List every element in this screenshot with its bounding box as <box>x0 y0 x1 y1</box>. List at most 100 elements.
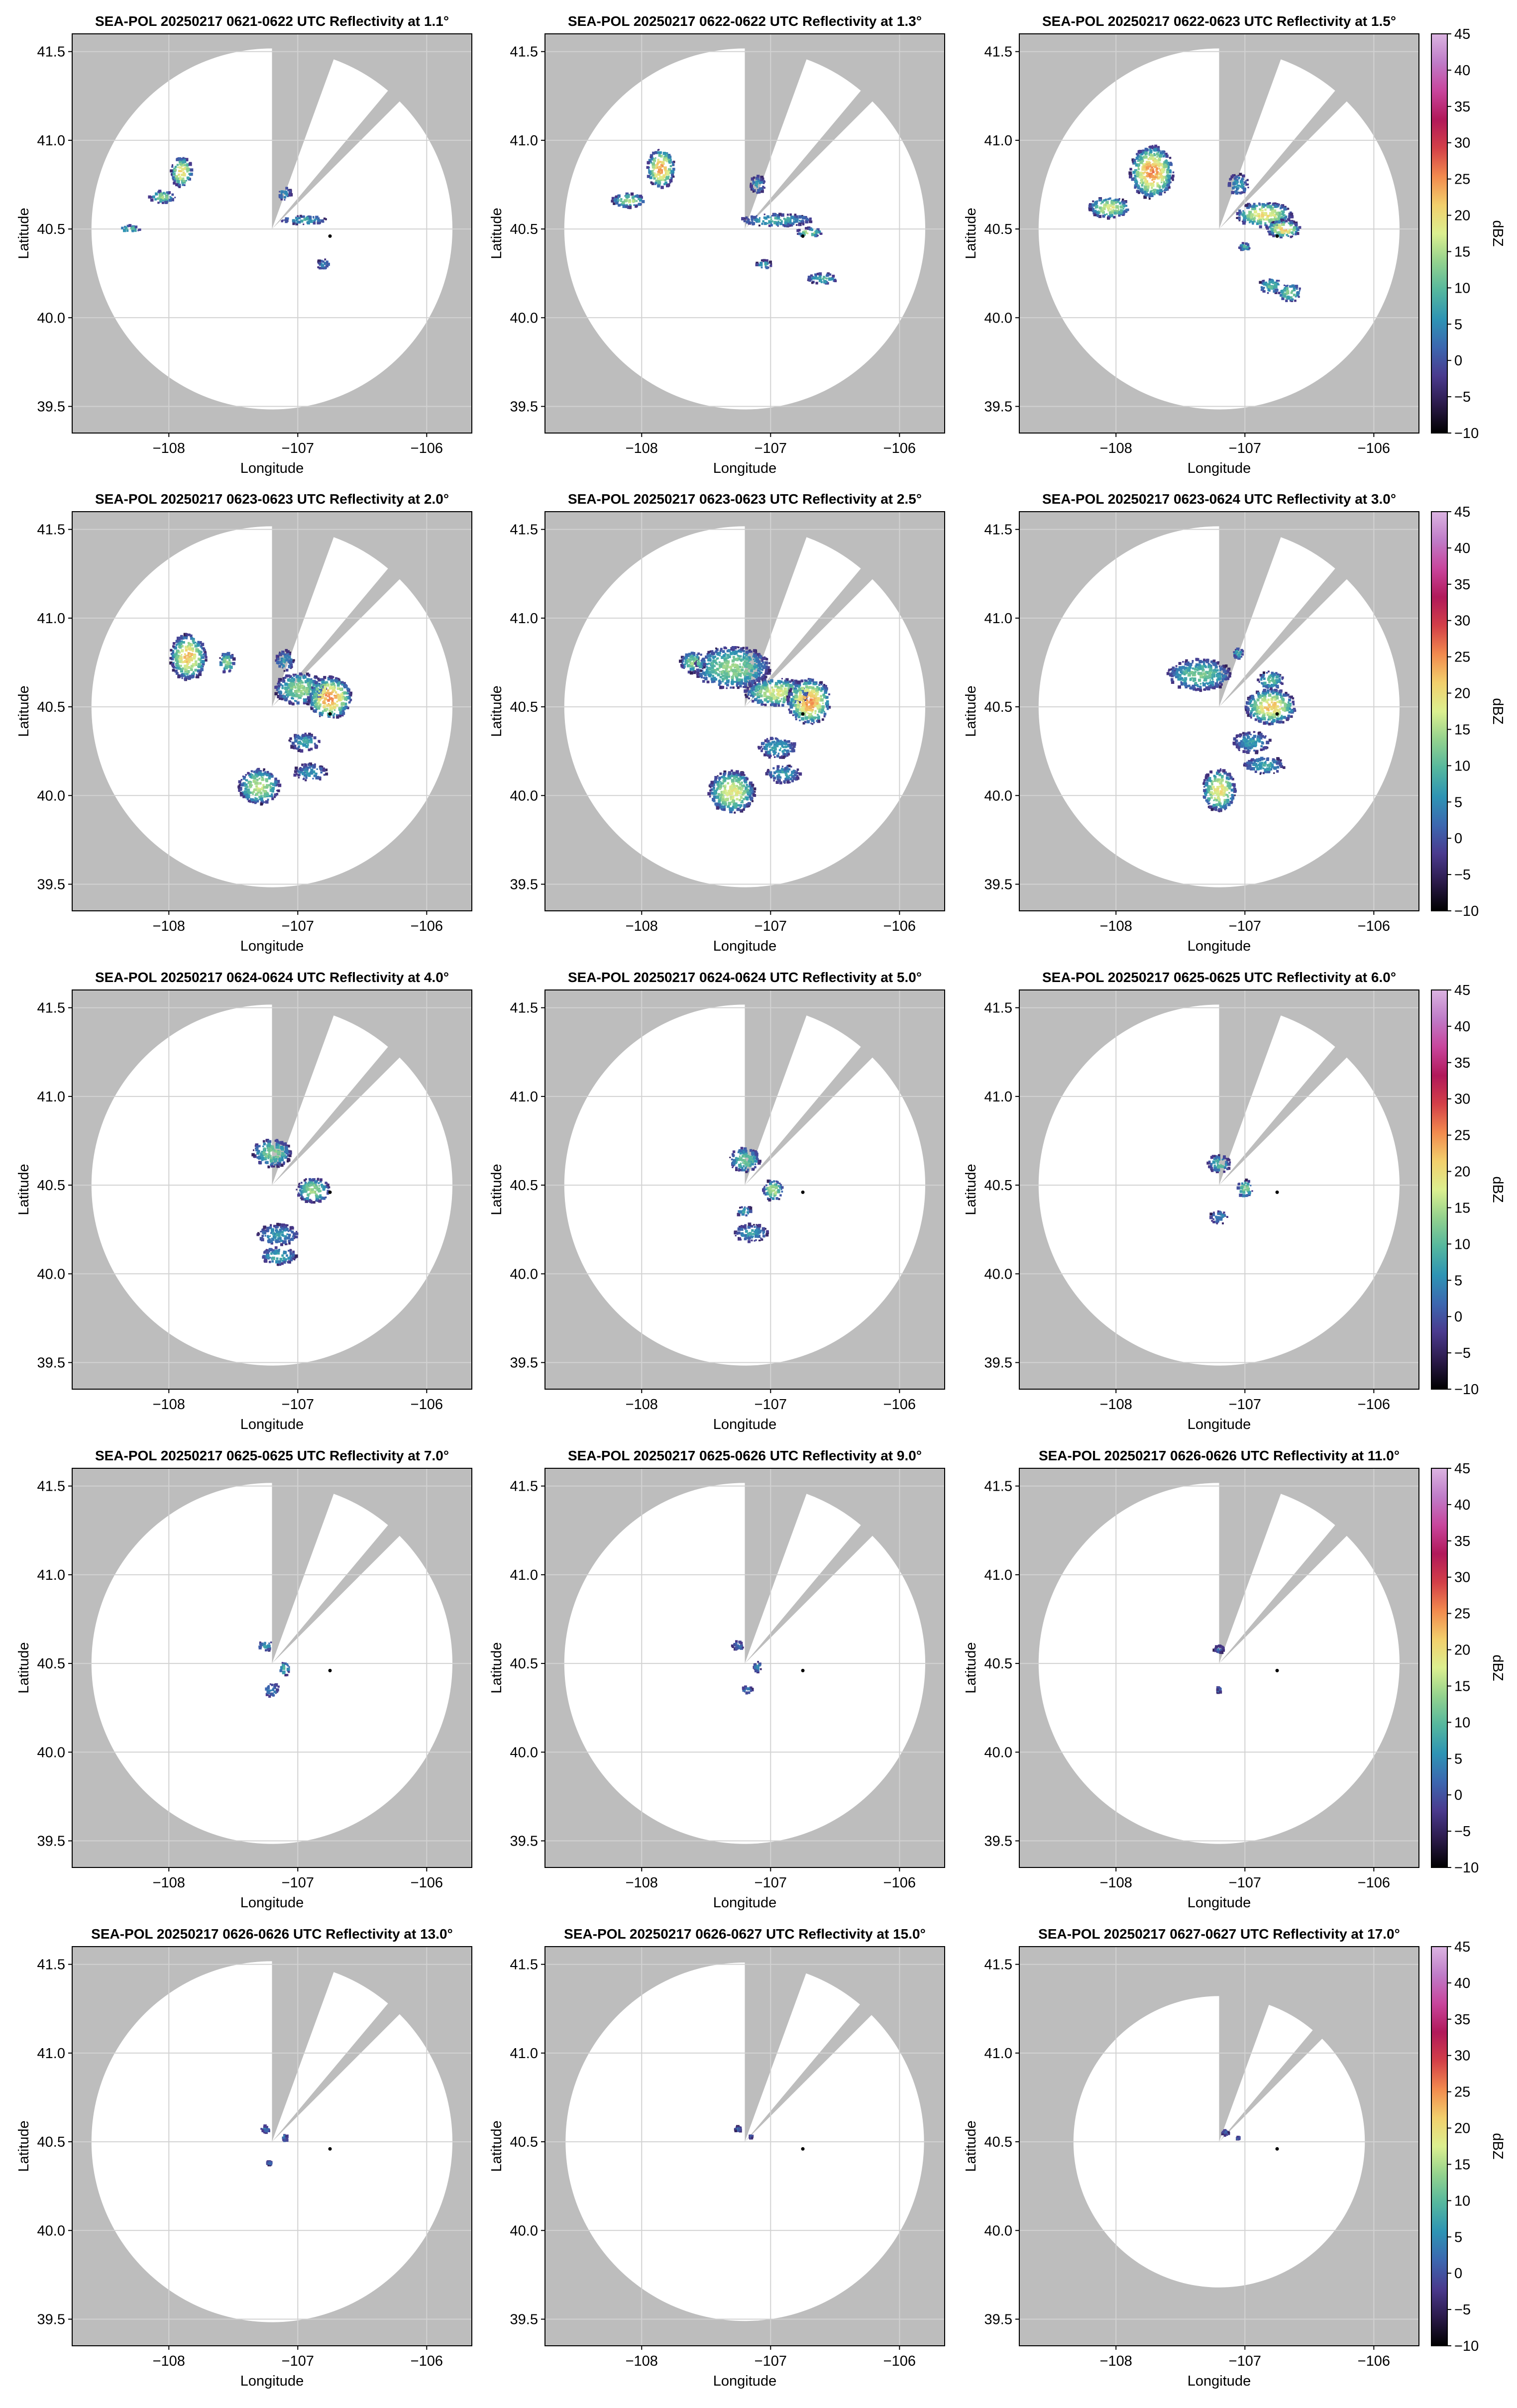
echo-cell <box>816 697 820 701</box>
echo-cell <box>1266 226 1269 230</box>
echo-cell <box>325 218 327 220</box>
echo-cell <box>820 711 823 714</box>
echo-cell <box>707 792 711 796</box>
echo-cell <box>313 709 317 713</box>
echo-cell <box>785 766 789 769</box>
echo-cell <box>1270 218 1272 220</box>
echo-cell <box>1288 222 1290 224</box>
echo-cell <box>690 661 692 663</box>
echo-cell <box>1259 225 1262 228</box>
echo-cell <box>741 800 744 802</box>
echo-cell <box>262 770 264 772</box>
echo-cell <box>323 266 326 270</box>
echo-cell <box>753 673 757 677</box>
echo-cell <box>249 791 252 794</box>
echo-cell <box>300 737 302 739</box>
echo-cell <box>747 693 750 696</box>
echo-cell <box>751 188 753 191</box>
echo-cell <box>185 649 188 652</box>
echo-cell <box>302 685 305 689</box>
echo-cell <box>685 660 688 663</box>
echo-cell <box>312 679 316 683</box>
echo-cell <box>709 672 711 674</box>
echo-cell <box>172 642 176 645</box>
echo-cell <box>282 677 285 679</box>
echo-cell <box>816 687 818 690</box>
echo-cell <box>788 689 792 693</box>
echo-cell <box>247 771 250 775</box>
echo-cell <box>792 691 794 693</box>
echo-cell <box>734 772 738 776</box>
echo-cell <box>666 160 668 163</box>
echo-cell <box>306 672 309 676</box>
echo-cell <box>1122 204 1125 208</box>
echo-cell <box>310 706 313 709</box>
echo-cell <box>1283 294 1286 298</box>
echo-cell <box>321 766 324 768</box>
y-tick-label: 40.0 <box>37 310 65 326</box>
echo-cell <box>795 718 797 721</box>
echo-cell <box>793 700 796 703</box>
echo-cell <box>341 683 343 686</box>
echo-cell <box>758 653 760 656</box>
echo-cell <box>758 685 761 688</box>
echo-cell <box>185 166 188 168</box>
echo-cell <box>269 795 272 797</box>
echo-cell <box>774 699 778 702</box>
echo-cell <box>656 162 659 165</box>
echo-cell <box>328 675 331 678</box>
echo-cell <box>742 659 745 661</box>
echo-cell <box>190 172 192 175</box>
echo-cell <box>734 785 737 787</box>
echo-cell <box>338 707 340 709</box>
echo-cell <box>765 685 768 689</box>
echo-cell <box>1258 215 1261 218</box>
echo-cell <box>768 220 772 224</box>
echo-cell <box>1284 232 1286 234</box>
echo-cell <box>1279 235 1283 238</box>
echo-cell <box>305 690 309 693</box>
echo-cell <box>798 699 800 701</box>
echo-cell <box>758 217 760 219</box>
echo-cell <box>763 222 767 225</box>
echo-cell <box>1287 296 1291 300</box>
echo-cell <box>329 692 332 695</box>
echo-cell <box>1297 291 1300 295</box>
echo-cell <box>268 775 271 778</box>
echo-cell <box>762 665 766 669</box>
echo-cell <box>717 654 720 656</box>
echo-cell <box>178 180 180 182</box>
echo-cell <box>1242 187 1245 190</box>
echo-cell <box>732 686 735 689</box>
echo-cell <box>805 220 809 223</box>
echo-cell <box>652 174 656 178</box>
echo-cell <box>184 167 186 170</box>
echo-cell <box>763 216 766 219</box>
echo-cell <box>723 657 727 661</box>
echo-cell <box>339 707 341 709</box>
echo-cell <box>314 711 316 713</box>
echo-cell <box>765 748 768 751</box>
echo-cell <box>667 159 670 161</box>
echo-cell <box>756 191 758 194</box>
echo-cell <box>131 226 135 230</box>
echo-cell <box>760 181 763 184</box>
echo-cell <box>750 184 753 188</box>
echo-cell <box>282 652 285 655</box>
echo-cell <box>278 690 282 694</box>
echo-cell <box>1129 174 1133 177</box>
echo-cell <box>807 720 810 723</box>
echo-cell <box>331 679 334 682</box>
echo-cell <box>737 654 739 656</box>
echo-cell <box>189 654 191 657</box>
echo-cell <box>1148 198 1151 200</box>
echo-cell <box>763 682 766 686</box>
echo-cell <box>309 701 311 704</box>
echo-cell <box>722 801 725 804</box>
echo-cell <box>781 690 784 693</box>
echo-cell <box>1147 161 1151 164</box>
echo-cell <box>1125 205 1128 207</box>
echo-cell <box>1162 153 1164 155</box>
y-axis-label: Latitude <box>489 208 505 259</box>
echo-cell <box>726 794 729 797</box>
